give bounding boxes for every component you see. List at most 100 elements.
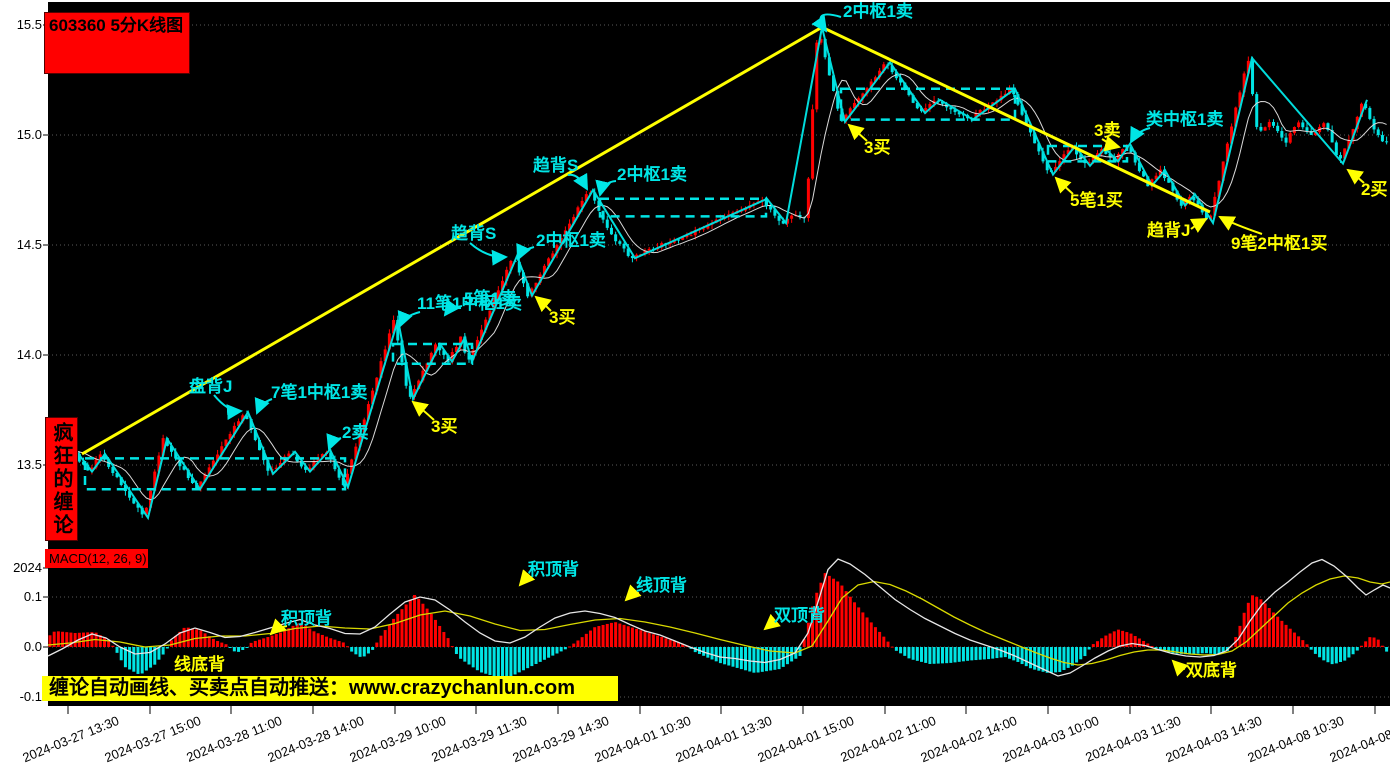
macd-bar <box>140 647 144 674</box>
candle <box>387 333 391 350</box>
macd-bar <box>463 647 467 662</box>
macd-bar <box>320 634 324 647</box>
trendline <box>821 25 1211 214</box>
macd-bar <box>517 647 521 673</box>
candle <box>928 104 932 109</box>
candle <box>1062 154 1066 162</box>
macd-bar <box>1284 624 1288 647</box>
candle <box>1104 149 1108 154</box>
macd-bar <box>521 647 525 671</box>
macd-bar <box>609 622 613 647</box>
macd-bar <box>1075 647 1079 663</box>
macd-bar <box>1297 636 1301 647</box>
macd-bar <box>936 647 940 664</box>
macd-bar <box>375 642 379 647</box>
macd-bar <box>392 618 396 647</box>
annotation-text: 2中枢1卖 <box>617 164 687 184</box>
macd-bar <box>974 647 978 661</box>
macd-bar <box>966 647 970 661</box>
candle <box>211 460 215 468</box>
candle <box>82 461 86 465</box>
candle <box>1033 132 1037 144</box>
macd-bar <box>228 647 232 648</box>
annotation-arrow <box>624 584 642 602</box>
macd-bar <box>710 647 714 660</box>
macd-bar <box>56 631 60 647</box>
y-axis-label: 0.1 <box>24 589 42 604</box>
candle <box>1376 129 1380 136</box>
candle <box>199 481 203 489</box>
macd-bar <box>161 647 165 655</box>
macd-bar <box>291 625 295 647</box>
candle <box>1087 162 1091 164</box>
candle <box>605 219 609 228</box>
candle <box>165 438 169 446</box>
macd-bar <box>73 632 77 647</box>
candle <box>484 319 488 330</box>
macd-bar <box>735 647 739 668</box>
candle <box>815 42 819 110</box>
macd-bar <box>178 631 182 647</box>
candle <box>304 466 308 470</box>
macd-bar <box>333 639 337 647</box>
macd-bar <box>48 635 52 647</box>
candle <box>978 109 982 113</box>
candle <box>299 461 303 467</box>
candle <box>681 237 685 240</box>
candle <box>429 352 433 364</box>
macd-bar <box>119 647 123 661</box>
macd-bar <box>249 642 253 647</box>
candle <box>1179 199 1183 206</box>
macd-bar <box>924 647 928 663</box>
candle <box>832 75 836 91</box>
candle <box>144 507 148 515</box>
candle <box>953 109 957 113</box>
macd-bar <box>283 630 287 647</box>
candle <box>857 98 861 103</box>
macd-bar <box>149 647 153 668</box>
macd-bar <box>1146 643 1150 647</box>
macd-bar <box>584 633 588 647</box>
dea-line <box>47 575 1390 666</box>
candle <box>140 507 144 515</box>
candle <box>790 215 794 219</box>
candle <box>337 469 341 478</box>
candle <box>170 445 174 452</box>
watermark-text: 疯狂的缠论 <box>50 421 72 537</box>
promo-banner: 缠论自动画线、买卖点自动推送：www.crazychanlun.com <box>42 676 618 701</box>
macd-bar <box>572 643 576 647</box>
macd-bar <box>496 647 500 678</box>
candle <box>1242 73 1246 93</box>
chan-stroke-line <box>49 26 1368 521</box>
candle <box>827 57 831 76</box>
candle <box>618 241 622 244</box>
candle <box>425 363 429 371</box>
macd-bar <box>727 647 731 666</box>
candle <box>882 64 886 71</box>
macd-bar <box>1096 641 1099 647</box>
macd-bar <box>354 647 358 655</box>
candle <box>1024 114 1028 125</box>
macd-bar <box>651 634 655 647</box>
candle <box>442 350 446 355</box>
annotation-arrow <box>1218 216 1263 235</box>
annotation-text: 3卖 <box>1094 120 1120 140</box>
candle <box>224 439 228 447</box>
annotation-arrow <box>397 310 421 328</box>
candle <box>115 473 119 478</box>
candle <box>1054 166 1058 173</box>
macd-bar <box>1305 644 1309 647</box>
candle <box>538 274 542 283</box>
annotation-arrow <box>1054 176 1074 195</box>
candle <box>153 471 157 491</box>
macd-bar <box>987 647 991 660</box>
macd-bar <box>781 647 785 667</box>
pivot-box <box>391 342 474 366</box>
macd-bar <box>597 626 601 647</box>
candle <box>1012 88 1016 95</box>
macd-bar <box>920 647 924 662</box>
macd-bar <box>865 617 869 647</box>
candle <box>580 200 584 208</box>
annotation-arrow <box>567 172 588 191</box>
